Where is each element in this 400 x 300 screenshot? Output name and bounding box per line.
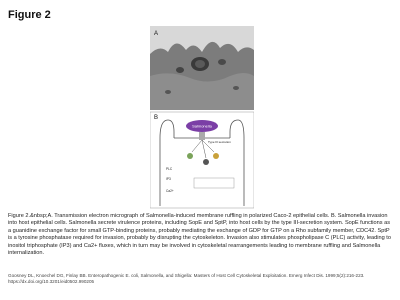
micrograph: A [150,26,254,110]
diagram-label: Ca2+ [166,189,174,193]
diagram-label: Type III secretion [208,140,231,144]
panel-label: A [154,31,158,37]
citation: Goosney DL, Knoechel DG, Finlay BB. Ente… [8,273,365,285]
figure: A Salmonella Type III secretion PLC IP3 … [150,26,254,209]
diagram-label: PLC [166,167,173,171]
panel-label: B [154,115,158,121]
figure-title: Figure 2 [8,9,51,21]
diagram: Salmonella Type III secretion PLC IP3 Ca… [150,111,254,209]
caption: Figure 2.&nbsp;A. Transmission electron … [8,213,391,257]
diagram-label: Salmonella [192,124,213,129]
diagram-label: IP3 [166,177,171,181]
